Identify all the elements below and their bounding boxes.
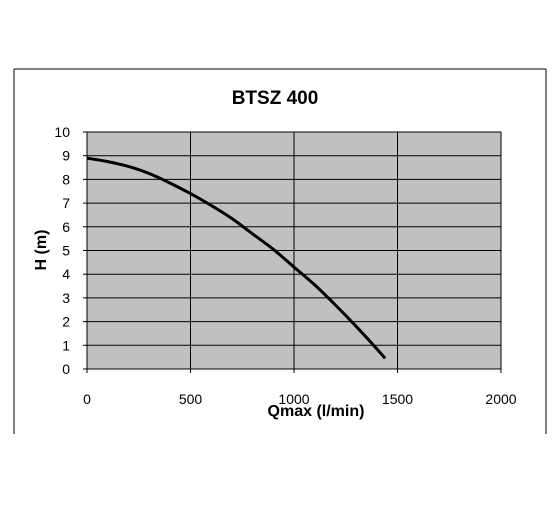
y-tick-label: 0 (62, 361, 70, 377)
y-tick-label: 5 (62, 243, 70, 259)
x-tick-label: 0 (83, 391, 91, 407)
y-tick-label: 10 (54, 124, 70, 140)
y-tick-label: 7 (62, 195, 70, 211)
x-tick-label: 1000 (278, 391, 309, 407)
y-tick-label: 1 (62, 337, 70, 353)
x-tick-label: 1500 (382, 391, 413, 407)
x-axis-label: Qmax (l/min) (268, 403, 365, 420)
x-axis-ticks: 0 500 1000 1500 2000 (83, 369, 517, 407)
y-tick-label: 3 (62, 290, 70, 306)
series-line (86, 156, 387, 360)
y-tick-label: 8 (62, 171, 70, 187)
x-tick-label: 2000 (485, 391, 516, 407)
y-axis-ticks: 0 1 2 3 4 5 6 7 8 9 10 (54, 124, 87, 377)
y-tick-label: 2 (62, 314, 70, 330)
y-tick-label: 9 (62, 148, 70, 164)
y-tick-label: 6 (62, 219, 70, 235)
x-tick-label: 500 (179, 391, 203, 407)
chart-title: BTSZ 400 (232, 88, 319, 109)
y-axis-label: H (m) (33, 230, 50, 271)
y-tick-label: 4 (62, 266, 70, 282)
